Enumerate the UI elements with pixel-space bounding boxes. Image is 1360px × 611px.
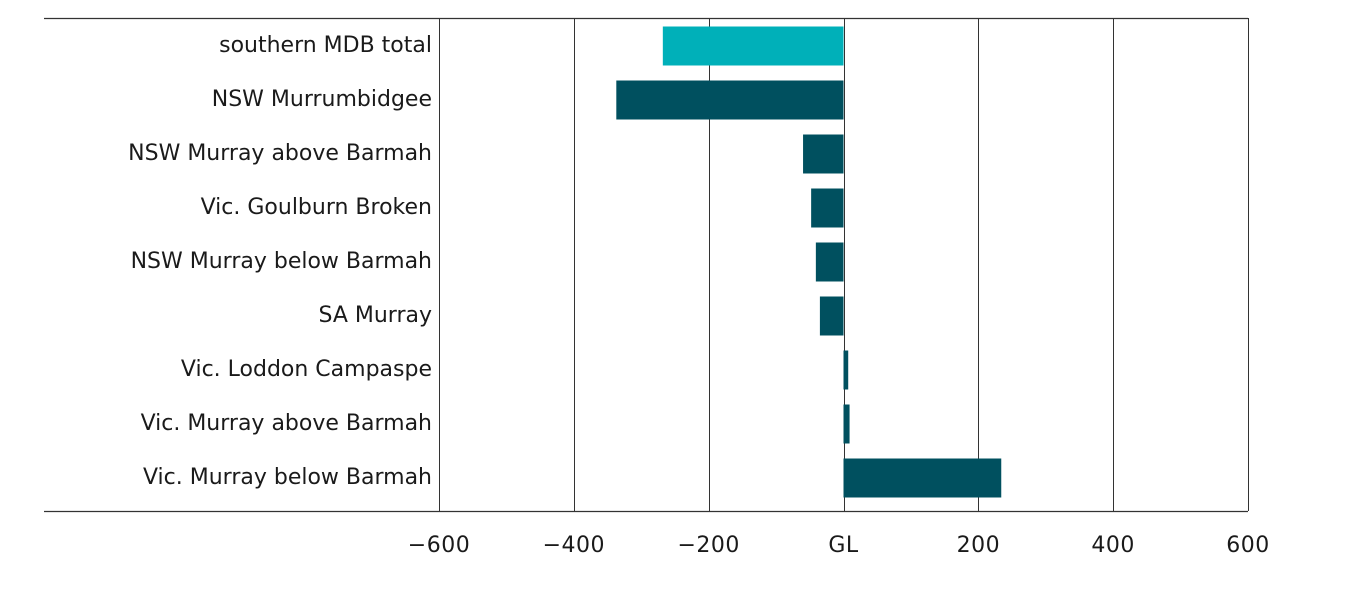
bar-3 [811, 188, 844, 228]
x-tick-label-0: −600 [408, 533, 470, 558]
category-label-4: NSW Murray below Barmah [131, 249, 432, 274]
x-tick-label-4: 200 [957, 533, 1001, 558]
bar-4 [815, 242, 844, 282]
bar-6 [843, 350, 849, 390]
x-tick-label-3: GL [828, 533, 859, 558]
category-label-2: NSW Murray above Barmah [128, 141, 432, 166]
x-axis-tick-labels: −600 −400 −200 GL 200 400 600 [408, 533, 1270, 558]
category-labels: southern MDB total NSW Murrumbidgee NSW Mu… [128, 33, 432, 490]
x-tick-label-2: −200 [677, 533, 739, 558]
category-label-1: NSW Murrumbidgee [212, 87, 432, 112]
category-label-8: Vic. Murray below Barmah [143, 465, 432, 490]
x-tick-label-1: −400 [543, 533, 605, 558]
bar-8 [843, 458, 1002, 498]
frame-layer [44, 17, 1248, 513]
bars-layer [616, 26, 1002, 498]
category-label-7: Vic. Murray above Barmah [141, 411, 432, 436]
bar-1 [616, 80, 844, 120]
category-label-3: Vic. Goulburn Broken [201, 195, 432, 220]
category-label-5: SA Murray [318, 303, 432, 328]
x-tick-label-6: 600 [1226, 533, 1270, 558]
bar-7 [843, 404, 850, 444]
bar-0 [662, 26, 844, 66]
bar-2 [803, 134, 844, 174]
category-label-6: Vic. Loddon Campaspe [181, 357, 432, 382]
category-label-0: southern MDB total [219, 33, 432, 58]
x-tick-label-5: 400 [1091, 533, 1135, 558]
bar-5 [819, 296, 844, 336]
